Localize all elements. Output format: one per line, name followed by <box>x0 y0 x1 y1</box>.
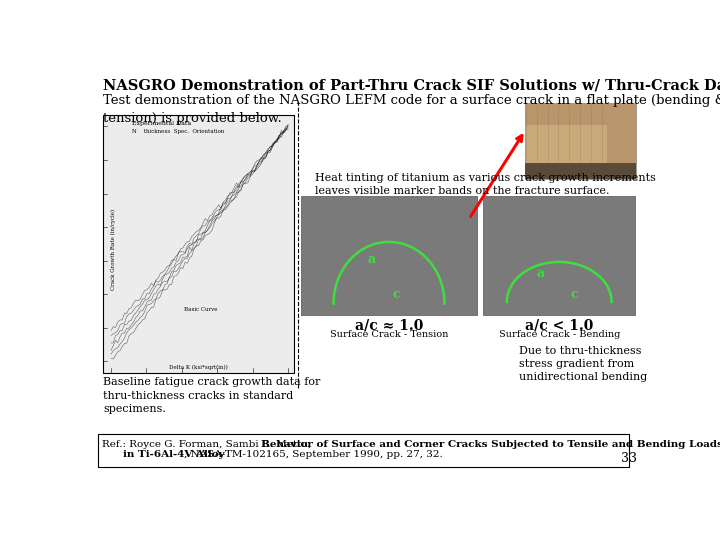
Text: Test demonstration of the NASGRO LEFM code for a surface crack in a flat plate (: Test demonstration of the NASGRO LEFM co… <box>104 94 720 125</box>
Text: Due to thru-thickness
stress gradient from
unidirectional bending: Due to thru-thickness stress gradient fr… <box>519 346 647 382</box>
Text: a: a <box>537 267 545 280</box>
Text: c: c <box>571 288 578 301</box>
Text: Crack Growth Rate (in/cycle): Crack Growth Rate (in/cycle) <box>111 209 116 290</box>
Text: a: a <box>367 253 376 266</box>
Text: Baseline fatigue crack growth data for
thru-thickness cracks in standard
specime: Baseline fatigue crack growth data for t… <box>104 377 320 414</box>
Text: N    thickness  Spec.  Orientation: N thickness Spec. Orientation <box>132 129 224 133</box>
Text: 33: 33 <box>621 452 637 465</box>
Bar <box>526 125 607 177</box>
Bar <box>525 164 636 179</box>
Text: Behavior of Surface and Corner Cracks Subjected to Tensile and Bending Loads: Behavior of Surface and Corner Cracks Su… <box>261 440 720 449</box>
Text: Delta K (ksi*sqrt(in)): Delta K (ksi*sqrt(in)) <box>169 364 228 370</box>
Bar <box>104 115 294 373</box>
Text: , NASA-TM-102165, September 1990, pp. 27, 32.: , NASA-TM-102165, September 1990, pp. 27… <box>184 450 443 459</box>
Bar <box>483 195 636 315</box>
Text: Experimental Data: Experimental Data <box>132 121 191 126</box>
Text: Ref.: Royce G. Forman, Sambi R. Mettu,: Ref.: Royce G. Forman, Sambi R. Mettu, <box>102 440 315 449</box>
Text: Basic Curve: Basic Curve <box>184 307 217 312</box>
Text: c: c <box>392 288 400 301</box>
Text: a/c < 1.0: a/c < 1.0 <box>525 319 593 333</box>
Bar <box>301 195 477 315</box>
Bar <box>525 103 636 179</box>
Text: NASGRO Demonstration of Part-Thru Crack SIF Solutions w/ Thru-Crack Data: NASGRO Demonstration of Part-Thru Crack … <box>104 79 720 93</box>
Text: Surface Crack - Tension: Surface Crack - Tension <box>330 330 449 339</box>
Text: in Ti-6Al-4V Alloy: in Ti-6Al-4V Alloy <box>122 450 224 459</box>
Text: Surface Crack - Bending: Surface Crack - Bending <box>498 330 620 339</box>
Text: a/c ≈ 1.0: a/c ≈ 1.0 <box>355 319 423 333</box>
Bar <box>98 434 629 467</box>
Text: Heat tinting of titanium as various crack growth increments
leaves visible marke: Heat tinting of titanium as various crac… <box>315 173 656 196</box>
